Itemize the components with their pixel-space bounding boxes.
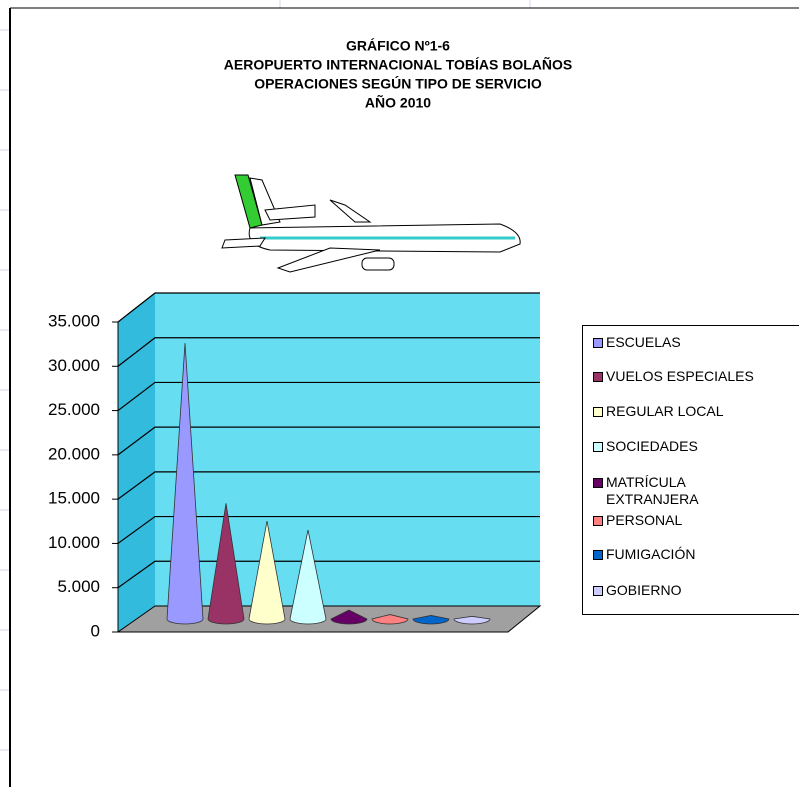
legend-swatch bbox=[593, 338, 603, 348]
legend-label: GOBIERNO bbox=[606, 582, 682, 598]
airplane bbox=[221, 174, 521, 273]
cone bbox=[289, 529, 327, 625]
cone bbox=[453, 615, 491, 625]
legend-label: FUMIGACIÓN bbox=[606, 546, 696, 562]
legend-swatch bbox=[593, 407, 603, 417]
y-tick-label: 30.000 bbox=[48, 356, 100, 375]
cone bbox=[330, 609, 368, 625]
back-wall bbox=[155, 293, 540, 606]
grid-line bbox=[117, 471, 540, 500]
legend-item: GOBIERNO bbox=[593, 582, 756, 599]
cone bbox=[166, 343, 204, 625]
legend-item: REGULAR LOCAL bbox=[593, 403, 756, 420]
legend-item: SOCIEDADES bbox=[593, 438, 756, 455]
grid-line bbox=[117, 560, 540, 589]
legend-swatch bbox=[593, 516, 603, 526]
chart-title: OPERACIONES SEGÚN TIPO DE SERVICIO bbox=[254, 75, 542, 92]
legend-item: FUMIGACIÓN bbox=[593, 546, 756, 563]
legend-swatch bbox=[593, 478, 603, 488]
y-tick-label: 10.000 bbox=[48, 533, 100, 552]
grid-line bbox=[117, 381, 540, 412]
legend-label: PERSONAL bbox=[606, 512, 683, 528]
y-tick-label: 35.000 bbox=[48, 311, 100, 330]
y-tick-label: 5.000 bbox=[57, 577, 100, 596]
y-tick-label: 20.000 bbox=[48, 444, 100, 463]
legend-swatch bbox=[593, 586, 603, 596]
legend-item: VUELOS ESPECIALES bbox=[593, 368, 756, 385]
legend-label: SOCIEDADES bbox=[606, 438, 698, 454]
chart-title: AÑO 2010 bbox=[365, 94, 431, 111]
side-wall bbox=[118, 293, 155, 632]
cone bbox=[207, 503, 245, 625]
grid-line bbox=[117, 337, 540, 367]
chart-title: AEROPUERTO INTERNACIONAL TOBÍAS BOLAÑOS bbox=[224, 56, 572, 73]
grid-line bbox=[117, 426, 540, 456]
legend-label: REGULAR LOCAL bbox=[606, 403, 724, 419]
cone bbox=[371, 614, 409, 625]
legend-label: MATRÍCULA EXTRANJERA bbox=[606, 474, 699, 507]
legend-item: ESCUELAS bbox=[593, 334, 756, 351]
cone bbox=[248, 521, 286, 625]
legend-label: VUELOS ESPECIALES bbox=[606, 368, 754, 384]
legend-item: MATRÍCULA EXTRANJERA bbox=[593, 474, 756, 508]
legend-swatch bbox=[593, 550, 603, 560]
y-tick-label: 15.000 bbox=[48, 489, 100, 508]
y-tick-label: 25.000 bbox=[48, 400, 100, 419]
legend: ESCUELAS VUELOS ESPECIALES REGULAR LOCAL SO… bbox=[582, 325, 799, 615]
grid-line bbox=[117, 515, 540, 544]
cone bbox=[412, 615, 450, 625]
legend-swatch bbox=[593, 372, 603, 382]
legend-label: ESCUELAS bbox=[606, 334, 681, 350]
chart-title: GRÁFICO Nº1-6 bbox=[346, 38, 450, 54]
legend-item: PERSONAL bbox=[593, 512, 756, 529]
legend-swatch bbox=[593, 442, 603, 452]
sheet-grid bbox=[0, 0, 531, 751]
plot-area bbox=[116, 292, 542, 633]
y-tick-label: 0 bbox=[91, 621, 100, 640]
